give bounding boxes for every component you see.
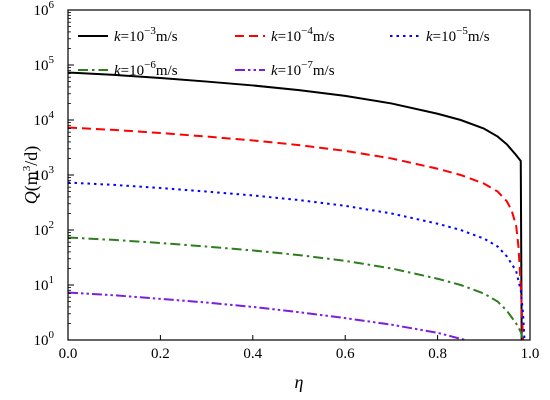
y-axis-label: Q(m3/d) xyxy=(21,146,42,205)
series-line-4 xyxy=(68,236,525,340)
legend-label-1: k=10−3m/s xyxy=(114,25,178,45)
x-tick-label: 0.6 xyxy=(336,346,355,362)
legend-label-5: k=10−7m/s xyxy=(271,59,335,79)
y-axis-label-symbol: Q xyxy=(21,191,41,204)
ticks-layer: 0.0 0.2 0.4 0.6 0.8 1.0 100 101 102 103 104 105 106 xyxy=(34,0,540,362)
x-axis-label: η xyxy=(295,372,304,392)
series-line-2 xyxy=(68,126,525,340)
y-axis-label-tail: /d) xyxy=(21,146,42,166)
y-axis-label-sup: 3 xyxy=(21,165,33,171)
y-tick-label: 106 xyxy=(34,0,55,19)
y-axis-label-base: (m xyxy=(21,171,42,191)
series-line-3 xyxy=(68,181,526,340)
x-tick-label: 1.0 xyxy=(521,346,540,362)
y-tick-label: 103 xyxy=(34,164,55,184)
y-tick-label: 104 xyxy=(34,109,55,129)
x-tick-label: 0.4 xyxy=(243,346,262,362)
series-line-1 xyxy=(68,71,523,340)
legend-label-2: k=10−4m/s xyxy=(271,25,335,45)
series-layer xyxy=(68,71,526,340)
x-tick-label: 0.2 xyxy=(151,346,170,362)
x-tick-label: 0.0 xyxy=(59,346,78,362)
x-tick-label: 0.8 xyxy=(428,346,447,362)
y-tick-label: 101 xyxy=(34,274,55,294)
series-line-5 xyxy=(68,291,466,340)
y-tick-label: 102 xyxy=(34,219,55,239)
legend: k=10−3m/s k=10−4m/s k=10−5m/s k=10−6m/s k=10… xyxy=(78,25,490,79)
y-tick-label: 100 xyxy=(34,329,55,349)
legend-label-4: k=10−6m/s xyxy=(114,59,178,79)
y-tick-label: 105 xyxy=(34,54,55,74)
legend-label-3: k=10−5m/s xyxy=(426,25,490,45)
